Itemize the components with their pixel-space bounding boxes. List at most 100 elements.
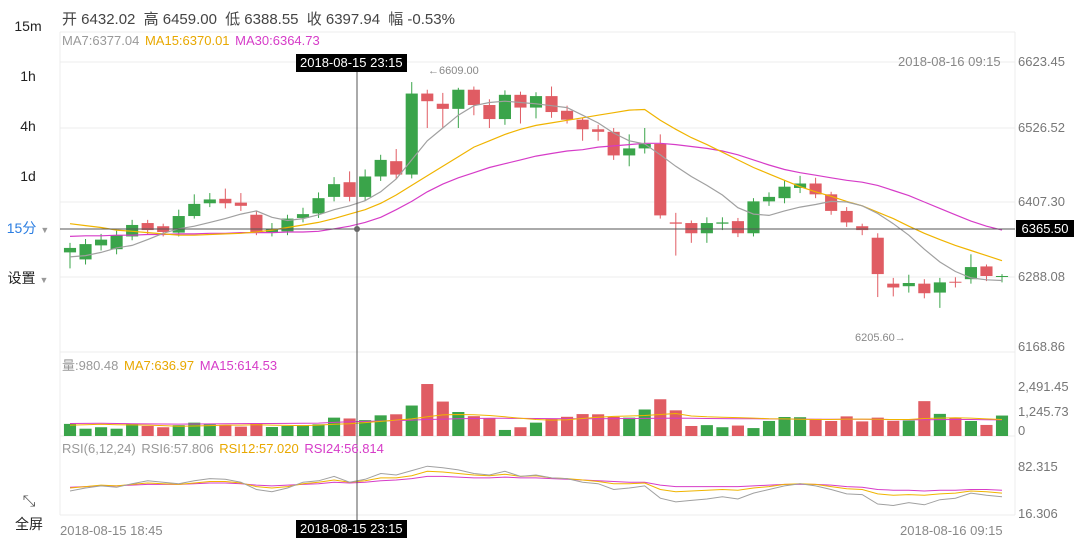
volume-bar	[592, 414, 605, 436]
candle-body	[638, 143, 651, 149]
ohlc-header: 开 6432.02 高 6459.00 低 6388.55 收 6397.94 …	[62, 8, 459, 29]
candle-body	[731, 221, 744, 234]
volume-bar	[700, 425, 713, 436]
volume-bar	[219, 424, 232, 436]
candle-body	[219, 198, 232, 204]
ma-legend: MA7:6377.04 MA15:6370.01 MA30:6364.73	[62, 33, 322, 48]
candle-body	[980, 266, 993, 276]
volume-bar	[545, 418, 558, 436]
volume-bar	[265, 427, 278, 436]
candle-body	[856, 226, 869, 231]
volume-bar	[871, 417, 884, 436]
candle-body	[312, 198, 325, 214]
candle-body	[529, 96, 543, 108]
volume-bar	[887, 420, 900, 436]
timeframe-label: 15分	[6, 220, 37, 236]
candle-body	[498, 94, 511, 120]
volume-bar	[421, 384, 434, 436]
low-marker: 6205.60→	[855, 332, 906, 344]
timeframe-4h[interactable]: 4h	[0, 118, 56, 134]
volume-bar	[374, 415, 387, 436]
settings-dropdown[interactable]: 设置 ▼	[0, 268, 56, 288]
timeframe-15min-dropdown[interactable]: 15分 ▼	[0, 218, 56, 238]
candle-body	[809, 183, 822, 195]
volume-bar	[669, 410, 682, 436]
candle-body	[887, 283, 900, 288]
candle-body	[794, 183, 807, 188]
candle-body	[778, 186, 791, 199]
volume-bar	[856, 421, 869, 436]
low-value: 低 6388.55	[225, 11, 299, 28]
candle-body	[343, 182, 356, 197]
volume-bar	[840, 416, 853, 436]
candles	[63, 82, 1009, 308]
high-value: 高 6459.00	[143, 11, 217, 28]
volume-ma7-line	[69, 412, 1003, 427]
volume-bar	[778, 417, 791, 436]
timeframe-1d[interactable]: 1d	[0, 168, 56, 184]
candle-body	[933, 282, 946, 293]
volume-bar	[172, 425, 185, 436]
volume-bar	[234, 426, 247, 436]
rsi-lines	[69, 465, 1003, 507]
rsi-tick: 16.306	[1018, 506, 1058, 521]
current-price-badge: 6365.50	[1016, 220, 1074, 237]
candle-body	[592, 129, 605, 132]
ma7-legend: MA7:6377.04	[62, 33, 140, 48]
candle-body	[188, 203, 201, 217]
candle-body	[359, 176, 372, 197]
candle-body	[716, 222, 729, 224]
rsi-title: RSI(6,12,24)	[62, 441, 136, 456]
timeframe-15m[interactable]: 15m	[0, 18, 56, 34]
price-tick: 6168.86	[1018, 339, 1065, 354]
volume-bar	[762, 420, 776, 436]
change-value: 幅 -0.53%	[388, 11, 455, 28]
candle-body	[234, 202, 247, 206]
ma15-legend: MA15:6370.01	[144, 33, 230, 48]
volume-bar	[126, 423, 139, 436]
rsi12-line	[69, 470, 1003, 496]
volume-ma7-legend: MA7:636.97	[124, 358, 195, 373]
volume-bar	[825, 420, 838, 436]
volume-bar	[685, 425, 698, 436]
candle-body	[949, 281, 962, 283]
volume-bar	[809, 418, 822, 436]
candle-body	[902, 283, 915, 287]
price-tick: 6526.52	[1018, 120, 1065, 135]
candle-body	[203, 199, 216, 204]
volume-bar	[312, 424, 325, 436]
price-tick: 6623.45	[1018, 54, 1065, 69]
candle-body	[995, 275, 1009, 277]
volume-bar	[964, 420, 977, 436]
rsi-legend: RSI(6,12,24) RSI6:57.806 RSI12:57.020 RS…	[62, 441, 386, 456]
candle-body	[79, 244, 92, 260]
volume-bar	[514, 427, 527, 436]
crosshair-dot	[354, 226, 360, 232]
settings-label: 设置	[7, 270, 36, 286]
price-tick: 6288.08	[1018, 269, 1065, 284]
volume-bar	[995, 415, 1009, 436]
bottom-right-date: 2018-08-16 09:15	[900, 523, 1003, 538]
volume-bar	[716, 427, 729, 436]
volume-value: 量:980.48	[62, 358, 119, 373]
fullscreen-button[interactable]: ⤡ 全屏	[6, 494, 52, 534]
volume-bar	[980, 424, 993, 436]
candle-body	[871, 237, 884, 275]
timeframe-1h[interactable]: 1h	[0, 68, 56, 84]
volume-bar	[529, 422, 543, 436]
volume-bar	[203, 424, 216, 436]
timeframe-label: 15m	[14, 18, 42, 34]
top-right-time: 2018-08-16 09:15	[898, 54, 1001, 69]
candle-body	[265, 229, 278, 233]
volume-bar	[794, 417, 807, 436]
fullscreen-label: 全屏	[15, 516, 43, 532]
candle-body	[685, 223, 698, 234]
candle-body	[436, 103, 449, 109]
volume-bar	[561, 416, 574, 436]
volume-tick: 2,491.45	[1018, 379, 1069, 394]
candle-body	[545, 96, 558, 113]
volume-bar	[63, 423, 77, 436]
rsi24-line	[69, 475, 1003, 492]
candle-body	[296, 214, 310, 218]
